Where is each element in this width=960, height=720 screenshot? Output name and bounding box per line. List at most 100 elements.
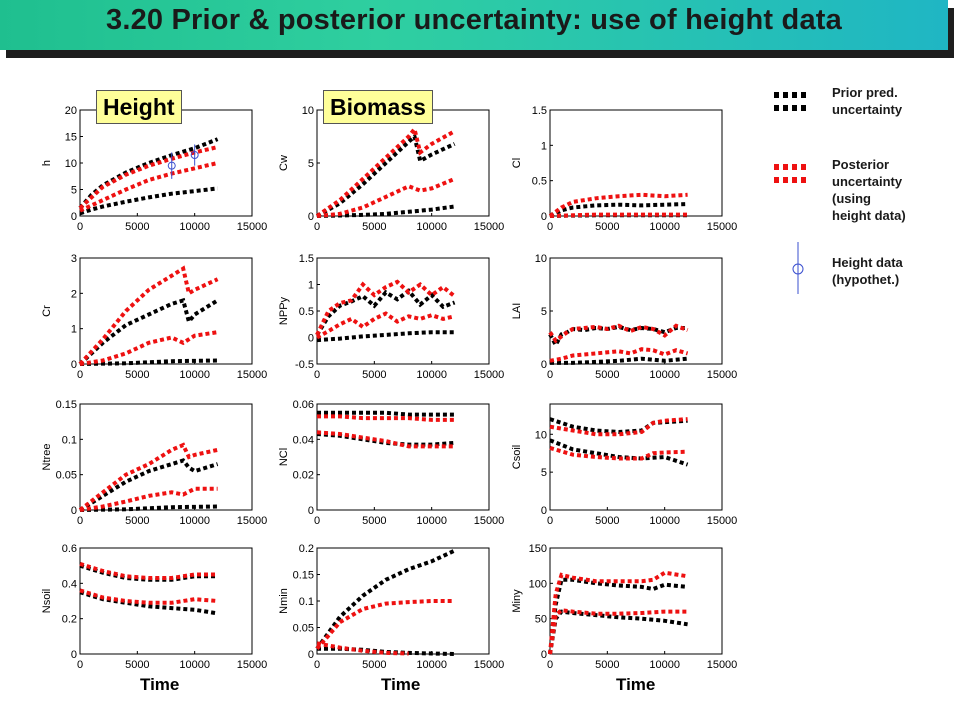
plot-5-x-tick-label: 5000 — [362, 369, 386, 381]
biomass-label: Biomass — [323, 90, 433, 124]
plot-5-x-tick-label: 0 — [314, 369, 320, 381]
plot-4-y-tick-label: 3 — [71, 253, 77, 265]
plot-3-black-series-0 — [549, 202, 688, 218]
plot-1-y-tick-label: 0 — [71, 211, 77, 223]
plot-7-black-series-1 — [79, 504, 218, 512]
plot-7-x-tick-label: 10000 — [179, 515, 210, 527]
plot-11-y-tick-label: 0.2 — [299, 543, 314, 555]
plot-11-x-tick-label: 15000 — [474, 659, 505, 671]
plot-8-y-axis-label: NCl — [278, 448, 290, 466]
plot-10-x-tick-label: 10000 — [179, 659, 210, 671]
plot-7-x-tick-label: 15000 — [237, 515, 268, 527]
plot-3-y-tick-label: 1 — [541, 140, 547, 152]
plot-9-x-tick-label: 10000 — [649, 515, 680, 527]
plot-6-red-series-2 — [548, 323, 689, 344]
plot-10-y-axis-label: Nsoil — [41, 589, 53, 613]
plot-2-y-axis-label: Cw — [278, 155, 290, 171]
plot-12-axes-box — [549, 547, 723, 655]
plot-6-black-series-1 — [550, 356, 688, 365]
plot-10-y-tick-label: 0 — [71, 649, 77, 661]
plot-2-x-tick-label: 5000 — [362, 221, 386, 233]
plot-8-black-series-0 — [317, 410, 455, 417]
plot-3-red-series-3 — [549, 212, 688, 218]
plot-7-red-series-3 — [79, 486, 218, 512]
plot-2-y-tick-label: 10 — [302, 105, 314, 117]
plot-1-black-series-1 — [79, 186, 218, 216]
plot-8-x-tick-label: 5000 — [362, 515, 386, 527]
plot-12-y-tick-label: 150 — [529, 543, 547, 555]
plot-9-red-series-3 — [549, 445, 688, 461]
plot-1-x-tick-label: 10000 — [179, 221, 210, 233]
plot-2-x-tick-label: 15000 — [474, 221, 505, 233]
plot-5-y-tick-label: 1.5 — [299, 253, 314, 265]
plot-9-y-tick-label: 5 — [541, 467, 547, 479]
plot-11-red-series-2 — [315, 599, 455, 651]
height-label: Height — [96, 90, 182, 124]
plot-1-x-tick-label: 0 — [77, 221, 83, 233]
prior-legend-swatch — [774, 92, 810, 111]
plot-8-y-tick-label: 0.02 — [293, 470, 314, 482]
plot-6-axes-box — [549, 257, 723, 365]
plot-12-black-series-0 — [548, 577, 688, 655]
plot-9-x-tick-label: 15000 — [707, 515, 738, 527]
plot-6-y-tick-label: 5 — [541, 306, 547, 318]
plot-9-black-series-0 — [549, 417, 688, 435]
plot-5-axes-box — [316, 257, 490, 365]
plot-1-obs-point-1 — [190, 151, 199, 160]
plot-10-x-tick-label: 5000 — [125, 659, 149, 671]
plot-5-x-tick-label: 15000 — [474, 369, 505, 381]
title-bar: 3.20 Prior & posterior uncertainty: use … — [0, 0, 948, 50]
plot-4-y-tick-label: 2 — [71, 288, 77, 300]
plot-9-y-tick-label: 10 — [535, 429, 547, 441]
page-title: 3.20 Prior & posterior uncertainty: use … — [106, 4, 842, 36]
plot-1-red-series-3 — [79, 161, 219, 213]
plot-4-black-series-0 — [78, 297, 219, 366]
plot-12-y-tick-label: 50 — [535, 614, 547, 626]
x-axis-title-col1: Time — [140, 675, 180, 694]
x-axis-title-col2: Time — [381, 675, 421, 694]
plot-7-y-tick-label: 0.05 — [56, 470, 77, 482]
plot-8-axes-box — [316, 403, 490, 511]
height-data-legend-label: Height data (hypothet.) — [832, 255, 903, 287]
plot-8-red-series-2 — [317, 414, 455, 422]
plot-12-y-axis-label: Miny — [511, 589, 523, 613]
plot-10-y-tick-label: 0.4 — [62, 578, 77, 590]
posterior-legend-swatch — [774, 164, 810, 183]
plot-10-y-tick-label: 0.6 — [62, 543, 77, 555]
plot-2-red-series-2 — [315, 124, 456, 218]
plot-8-y-tick-label: 0.06 — [293, 399, 314, 411]
plot-12-y-tick-label: 100 — [529, 578, 547, 590]
plot-11-red-series-3 — [316, 641, 409, 656]
plot-10-x-tick-label: 15000 — [237, 659, 268, 671]
plot-9-x-tick-label: 0 — [547, 515, 553, 527]
plot-4-x-tick-label: 0 — [77, 369, 83, 381]
plot-7-x-tick-label: 5000 — [125, 515, 149, 527]
plot-12-x-tick-label: 5000 — [595, 659, 619, 671]
plot-5-black-series-1 — [316, 330, 455, 343]
plot-11-y-axis-label: Nmin — [278, 588, 290, 614]
plot-9-y-tick-label: 0 — [541, 505, 547, 517]
plot-3-y-tick-label: 0.5 — [532, 176, 547, 188]
plot-4-x-tick-label: 15000 — [237, 369, 268, 381]
plot-2-black-series-0 — [316, 132, 456, 218]
plot-6-y-axis-label: LAI — [511, 303, 523, 320]
plot-7-red-series-2 — [78, 442, 219, 512]
plot-1-black-series-0 — [78, 137, 219, 210]
plot-10-y-tick-label: 0.2 — [62, 614, 77, 626]
plot-7-y-tick-label: 0 — [71, 505, 77, 517]
plot-1-y-tick-label: 20 — [65, 105, 77, 117]
plot-12-black-series-1 — [548, 609, 688, 655]
plot-4-red-series-3 — [79, 330, 218, 366]
plot-4-y-tick-label: 0 — [71, 359, 77, 371]
plot-5-y-tick-label: 0 — [308, 333, 314, 345]
plot-3-axes-box — [549, 109, 723, 217]
plot-2-y-tick-label: 5 — [308, 158, 314, 170]
plot-10-red-series-3 — [79, 588, 218, 605]
plot-9-x-tick-label: 5000 — [595, 515, 619, 527]
plot-4-y-tick-label: 1 — [71, 324, 77, 336]
plot-3-x-tick-label: 15000 — [707, 221, 738, 233]
posterior-legend-label: Posterior uncertainty (using height data… — [832, 157, 906, 223]
plot-8-x-tick-label: 15000 — [474, 515, 505, 527]
plot-10-x-tick-label: 0 — [77, 659, 83, 671]
plot-5-red-series-3 — [316, 311, 456, 340]
